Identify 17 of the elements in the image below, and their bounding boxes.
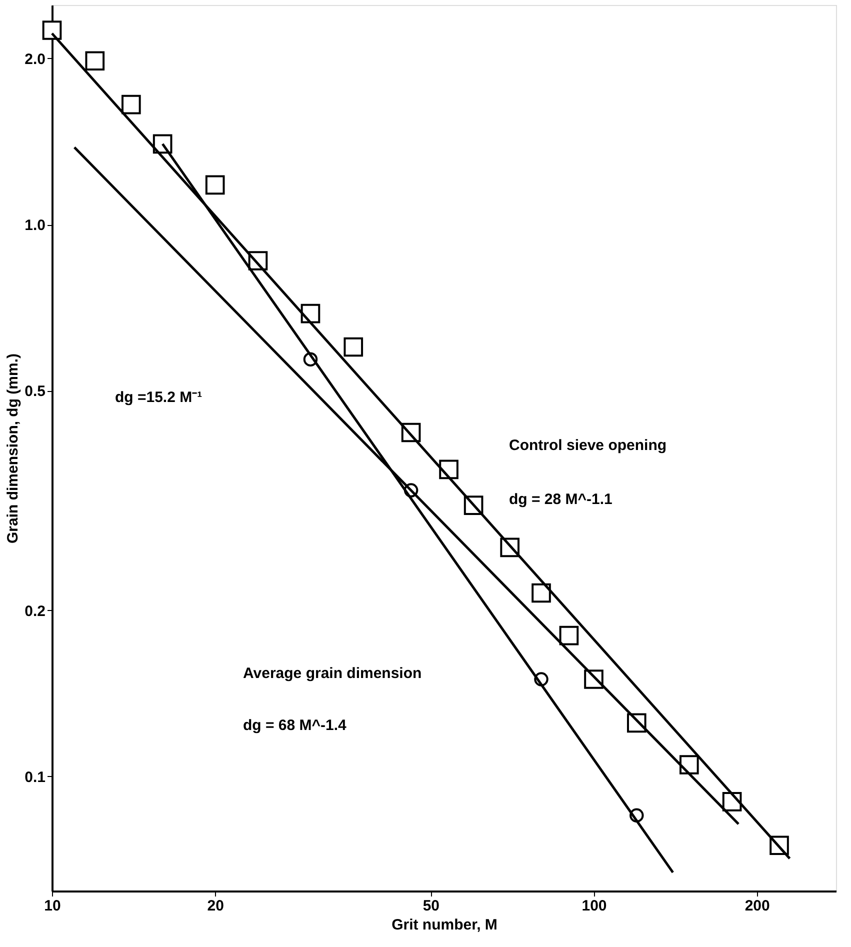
x-axis-title: Grit number, M bbox=[392, 916, 498, 934]
y-tick-label: 2.0 bbox=[24, 50, 46, 68]
x-tick-label: 10 bbox=[44, 898, 61, 914]
x-tick-label: 200 bbox=[744, 898, 770, 914]
annotation: dg = 28 M^-1.1 bbox=[509, 491, 612, 508]
annotation: Average grain dimension bbox=[243, 665, 422, 682]
y-tick-label: 1.0 bbox=[24, 217, 46, 234]
y-tick-label: 0.1 bbox=[24, 768, 46, 786]
annotation: dg = 68 M^-1.4 bbox=[243, 717, 348, 734]
annotation: dg =15.2 M⁻¹ bbox=[115, 389, 202, 406]
x-tick-label: 100 bbox=[582, 898, 607, 914]
x-tick-label: 20 bbox=[207, 898, 224, 914]
annotation: Control sieve opening bbox=[509, 437, 667, 454]
y-axis-title: Grain dimension, dg (mm.) bbox=[4, 353, 22, 544]
x-tick-label: 50 bbox=[422, 898, 440, 914]
y-tick-label: 0.2 bbox=[24, 602, 46, 620]
y-tick-label: 0.5 bbox=[24, 383, 46, 400]
